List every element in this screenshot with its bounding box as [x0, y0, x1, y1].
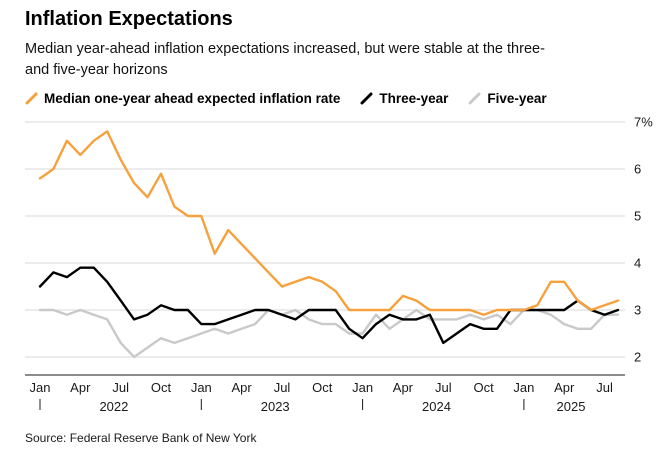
line-swatch-icon	[360, 92, 373, 105]
y-axis-labels: 2 3 4 5 6 7%	[634, 115, 653, 365]
series-lines	[38, 130, 620, 359]
legend-item-five-year: Five-year	[468, 91, 547, 106]
svg-text:Apr: Apr	[231, 380, 252, 395]
chart-subtitle-line-2: and five-year horizons	[25, 62, 168, 78]
svg-text:7%: 7%	[634, 115, 653, 130]
svg-text:Oct: Oct	[473, 380, 494, 395]
svg-text:Apr: Apr	[393, 380, 414, 395]
svg-text:2023: 2023	[261, 399, 290, 414]
svg-text:Oct: Oct	[151, 380, 172, 395]
source-note: Source: Federal Reserve Bank of New York	[25, 431, 257, 445]
svg-text:2022: 2022	[99, 399, 128, 414]
svg-text:Apr: Apr	[70, 380, 91, 395]
svg-text:Jul: Jul	[112, 380, 129, 395]
legend-item-three-year: Three-year	[360, 91, 448, 106]
svg-text:Jul: Jul	[274, 380, 291, 395]
year-labels: 2022 2023 2024 2025	[39, 399, 586, 414]
svg-text:2025: 2025	[557, 399, 586, 414]
legend-label: Three-year	[379, 91, 449, 106]
x-axis-labels: Jan Apr Jul Oct Jan Apr Jul Oct Jan Apr Jul Oct Jan A…	[30, 380, 614, 395]
legend-item-one-year: Median one-year ahead expected inflation…	[25, 91, 340, 106]
legend-label: Median one-year ahead expected inflation…	[44, 91, 341, 106]
legend-label: Five-year	[487, 91, 547, 106]
svg-text:Jul: Jul	[596, 380, 613, 395]
chart-subtitle-line-1: Median year-ahead inflation expectations…	[25, 41, 545, 57]
svg-text:6: 6	[634, 162, 641, 177]
svg-text:2: 2	[634, 350, 641, 365]
series-line-one-year	[38, 130, 620, 316]
svg-text:3: 3	[634, 303, 641, 318]
svg-text:4: 4	[634, 256, 641, 271]
svg-text:Apr: Apr	[554, 380, 575, 395]
svg-text:Jan: Jan	[30, 380, 51, 395]
line-swatch-icon	[468, 92, 481, 105]
gridlines	[25, 121, 625, 358]
series-line-three-year	[38, 266, 620, 345]
line-swatch-icon	[25, 92, 38, 105]
svg-text:Jan: Jan	[352, 380, 373, 395]
series-line-five-year	[38, 308, 620, 359]
svg-text:2024: 2024	[422, 399, 451, 414]
svg-text:Jan: Jan	[513, 380, 534, 395]
svg-text:Jan: Jan	[191, 380, 212, 395]
chart-title: Inflation Expectations	[25, 8, 233, 30]
legend: Median one-year ahead expected inflation…	[25, 91, 547, 106]
svg-text:Oct: Oct	[312, 380, 333, 395]
chart-subtitle: Median year-ahead inflation expectations…	[25, 39, 655, 81]
svg-text:Jul: Jul	[435, 380, 452, 395]
svg-text:5: 5	[634, 209, 641, 224]
